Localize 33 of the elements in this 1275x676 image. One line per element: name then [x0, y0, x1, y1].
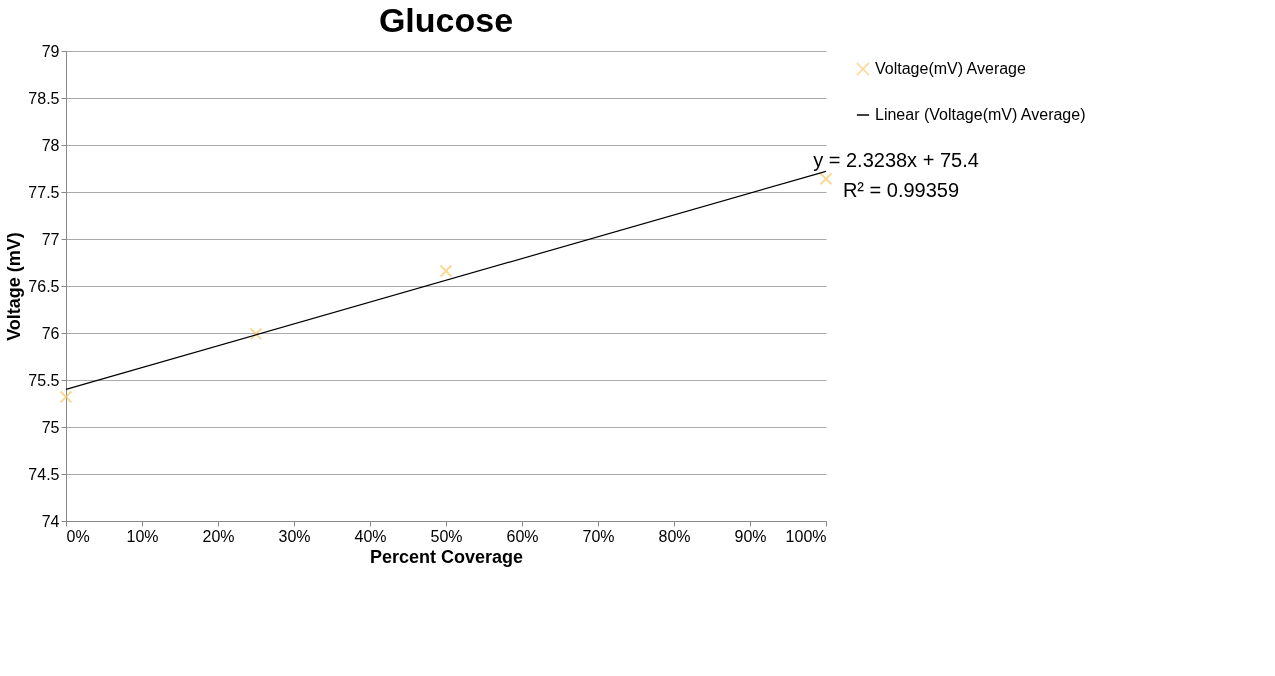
- annotation: y = 2.3238x + 75.4: [813, 149, 979, 172]
- x-tick-label: 100%: [785, 527, 827, 545]
- point: [249, 327, 263, 341]
- y-tick-label: 76: [41, 324, 60, 342]
- point: [819, 172, 833, 186]
- y-tick-label: 77: [41, 230, 60, 248]
- y-tick-label: 74: [41, 512, 60, 530]
- x-tick-label: 40%: [354, 527, 387, 545]
- x-tick-label: 80%: [658, 527, 691, 545]
- y-tick-label: 78: [41, 136, 60, 154]
- point: [59, 390, 73, 404]
- y-tick-label: 79: [41, 42, 60, 60]
- chart-title: Glucose: [378, 1, 514, 39]
- x-tick-label: 60%: [506, 527, 539, 545]
- y-tick-label: 74.5: [28, 465, 60, 483]
- legend-label: Voltage(mV) Average: [875, 60, 1027, 77]
- y-tick-label: 78.5: [28, 89, 60, 107]
- x-axis-title: Percent Coverage: [369, 546, 524, 567]
- y-tick-label: 76.5: [28, 277, 60, 295]
- x-tick-label: 0%: [66, 527, 90, 545]
- point: [439, 264, 453, 278]
- x-tick-label: 20%: [202, 527, 235, 545]
- x-tick-label: 90%: [734, 527, 767, 545]
- x-tick-label: 50%: [430, 527, 463, 545]
- x-tick-label: 30%: [278, 527, 311, 545]
- annotation: R² = 0.99359: [842, 179, 960, 202]
- x-tick-label: 70%: [582, 527, 615, 545]
- y-tick-label: 77.5: [28, 183, 60, 201]
- y-tick-label: 75.5: [28, 371, 60, 389]
- legend-label: Linear (Voltage(mV) Average): [875, 106, 1086, 123]
- x-tick-label: 10%: [126, 527, 159, 545]
- y-tick-label: 75: [41, 418, 60, 436]
- y-axis-title: Voltage (mV): [4, 232, 25, 341]
